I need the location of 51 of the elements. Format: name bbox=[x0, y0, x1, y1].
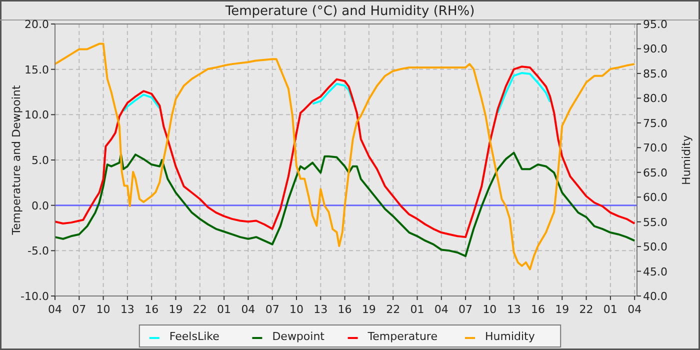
y-tick-label: 20.0 bbox=[24, 18, 49, 31]
y2-tick-label: 50.0 bbox=[643, 240, 668, 254]
y-tick-label: 15.0 bbox=[24, 63, 49, 76]
y2-tick-label: 70.0 bbox=[643, 142, 668, 155]
legend-label: Temperature bbox=[366, 330, 438, 343]
x-tick-label: 19 bbox=[168, 303, 183, 316]
y2-tick-label: 95.0 bbox=[643, 18, 668, 31]
chart-title: Temperature (°C) and Humidity (RH%) bbox=[224, 4, 475, 19]
legend-label: Humidity bbox=[485, 330, 536, 343]
x-tick-label: 22 bbox=[579, 303, 594, 316]
y-axis-title: Temperature and Dewpoint bbox=[10, 84, 23, 236]
x-tick-label: 01 bbox=[217, 303, 232, 316]
x-tick-label: 10 bbox=[289, 303, 304, 316]
y-tick-label: 10.0 bbox=[24, 108, 49, 122]
x-tick-label: 04 bbox=[628, 303, 642, 316]
legend-label: Dewpoint bbox=[272, 330, 326, 343]
y2-tick-label: 75.0 bbox=[643, 116, 668, 130]
x-tick-label: 19 bbox=[555, 303, 570, 316]
x-tick-label: 07 bbox=[72, 303, 86, 316]
x-tick-label: 22 bbox=[192, 303, 207, 316]
y2-tick-label: 55.0 bbox=[643, 216, 668, 229]
x-tick-label: 10 bbox=[482, 303, 497, 316]
y-tick-label: -10.0 bbox=[20, 290, 49, 303]
x-tick-label: 19 bbox=[362, 303, 376, 316]
x-tick-label: 13 bbox=[314, 303, 328, 316]
y2-tick-label: 90.0 bbox=[643, 42, 668, 56]
y2-tick-label: 60.0 bbox=[643, 191, 668, 204]
x-tick-label: 01 bbox=[603, 303, 618, 316]
x-tick-label: 07 bbox=[458, 303, 473, 316]
y2-tick-label: 85.0 bbox=[643, 67, 668, 80]
y2-tick-label: 80.0 bbox=[643, 92, 668, 106]
y-tick-label: 5.0 bbox=[32, 154, 49, 167]
y2-axis-title: Humidity bbox=[680, 134, 693, 185]
x-tick-label: 16 bbox=[144, 303, 159, 316]
x-tick-label: 04 bbox=[434, 303, 448, 316]
y2-tick-label: 45.0 bbox=[643, 265, 668, 278]
x-tick-label: 13 bbox=[506, 303, 521, 316]
x-tick-label: 07 bbox=[265, 303, 280, 316]
x-tick-label: 13 bbox=[120, 303, 134, 316]
x-tick-label: 10 bbox=[96, 303, 110, 316]
x-tick-label: 04 bbox=[241, 303, 256, 316]
legend-label: FeelsLike bbox=[169, 330, 220, 343]
x-tick-label: 16 bbox=[530, 303, 545, 316]
y2-tick-label: 65.0 bbox=[643, 166, 668, 180]
y-tick-label: 0.0 bbox=[32, 199, 49, 212]
x-tick-label: 04 bbox=[48, 303, 62, 316]
y2-tick-label: 40.0 bbox=[643, 290, 668, 303]
x-tick-label: 01 bbox=[410, 303, 424, 316]
y-tick-label: -5.0 bbox=[28, 244, 49, 258]
x-tick-label: 22 bbox=[386, 303, 400, 316]
x-tick-label: 16 bbox=[338, 303, 352, 316]
